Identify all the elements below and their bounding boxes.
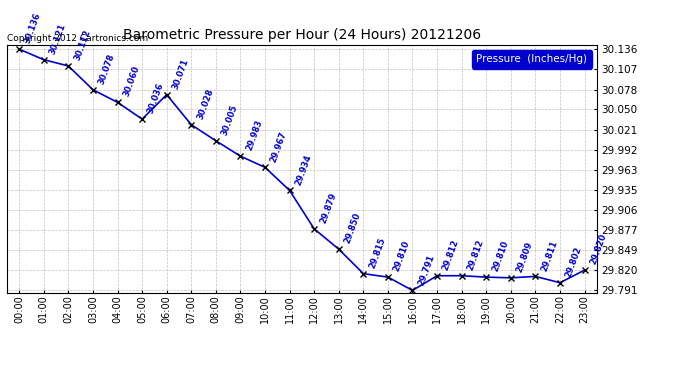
Text: 29.983: 29.983 — [244, 119, 264, 152]
Pressure  (Inches/Hg) — [556, 280, 564, 285]
Text: 29.934: 29.934 — [294, 153, 313, 186]
Text: 29.820: 29.820 — [589, 232, 608, 266]
Text: 30.028: 30.028 — [195, 87, 215, 120]
Pressure  (Inches/Hg) — [408, 288, 417, 292]
Text: 29.812: 29.812 — [466, 238, 485, 272]
Text: Copyright 2012 Cartronics.com: Copyright 2012 Cartronics.com — [7, 33, 148, 42]
Pressure  (Inches/Hg) — [138, 117, 146, 122]
Text: 29.810: 29.810 — [491, 240, 510, 273]
Pressure  (Inches/Hg) — [580, 268, 589, 272]
Text: 30.071: 30.071 — [171, 57, 190, 90]
Text: 30.112: 30.112 — [72, 28, 92, 62]
Text: 29.812: 29.812 — [441, 238, 461, 272]
Pressure  (Inches/Hg) — [15, 47, 23, 51]
Pressure  (Inches/Hg) — [212, 138, 220, 143]
Pressure  (Inches/Hg) — [335, 247, 343, 251]
Pressure  (Inches/Hg) — [286, 188, 294, 193]
Text: 29.810: 29.810 — [392, 240, 411, 273]
Pressure  (Inches/Hg) — [261, 165, 269, 170]
Pressure  (Inches/Hg) — [236, 154, 244, 158]
Title: Barometric Pressure per Hour (24 Hours) 20121206: Barometric Pressure per Hour (24 Hours) … — [123, 28, 481, 42]
Pressure  (Inches/Hg) — [531, 274, 540, 279]
Text: 29.879: 29.879 — [318, 192, 338, 225]
Text: 29.791: 29.791 — [417, 253, 436, 286]
Text: 30.078: 30.078 — [97, 53, 117, 86]
Text: 30.005: 30.005 — [220, 104, 239, 136]
Text: 30.136: 30.136 — [23, 12, 43, 45]
Text: 29.802: 29.802 — [564, 245, 584, 279]
Pressure  (Inches/Hg) — [113, 100, 121, 105]
Pressure  (Inches/Hg) — [187, 123, 195, 127]
Pressure  (Inches/Hg) — [457, 273, 466, 278]
Pressure  (Inches/Hg) — [482, 275, 491, 279]
Pressure  (Inches/Hg) — [433, 273, 441, 278]
Pressure  (Inches/Hg) — [310, 226, 318, 231]
Pressure  (Inches/Hg) — [163, 92, 171, 97]
Pressure  (Inches/Hg) — [359, 272, 368, 276]
Pressure  (Inches/Hg) — [64, 64, 72, 68]
Text: 30.121: 30.121 — [48, 22, 68, 56]
Text: 30.036: 30.036 — [146, 82, 166, 115]
Text: 29.809: 29.809 — [515, 240, 535, 274]
Text: 29.815: 29.815 — [368, 236, 387, 270]
Text: 29.967: 29.967 — [269, 130, 288, 163]
Pressure  (Inches/Hg) — [89, 87, 97, 92]
Pressure  (Inches/Hg) — [39, 57, 48, 62]
Pressure  (Inches/Hg) — [506, 276, 515, 280]
Text: 29.811: 29.811 — [540, 239, 559, 272]
Line: Pressure  (Inches/Hg): Pressure (Inches/Hg) — [17, 46, 587, 293]
Text: 29.850: 29.850 — [343, 211, 362, 245]
Pressure  (Inches/Hg) — [384, 275, 392, 279]
Legend: Pressure  (Inches/Hg): Pressure (Inches/Hg) — [473, 50, 591, 69]
Text: 30.060: 30.060 — [121, 65, 141, 98]
